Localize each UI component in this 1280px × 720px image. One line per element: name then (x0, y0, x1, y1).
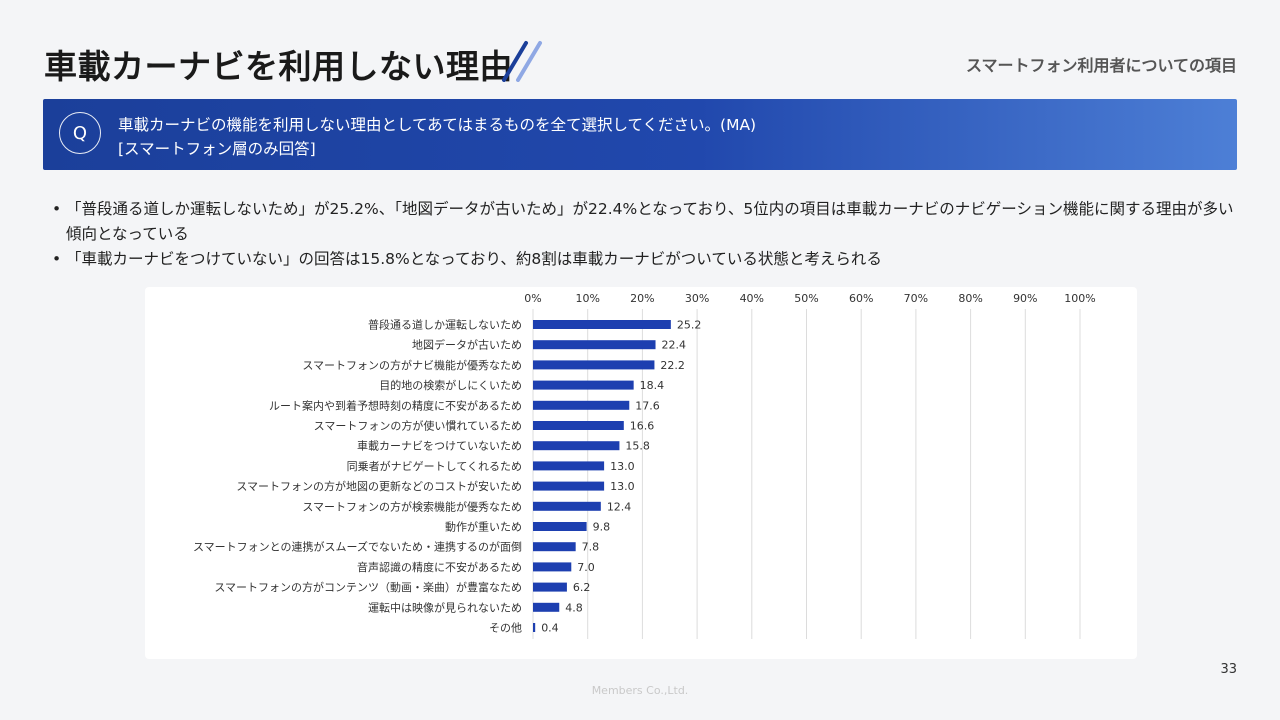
category-label: スマートフォンの方がナビ機能が優秀なため (302, 358, 522, 372)
bar (533, 501, 601, 511)
bar (533, 562, 572, 572)
bar (533, 400, 630, 410)
bar (533, 421, 624, 430)
category-label: スマートフォンの方がコンテンツ（動画・楽曲）が豊富なため (214, 580, 522, 594)
category-label: 普段通る道しか運転しないため (368, 318, 522, 332)
question-text: 車載カーナビの機能を利用しない理由としてあてはまるものを全て選択してください。(… (118, 113, 756, 161)
value-label: 4.8 (565, 601, 583, 614)
value-label: 25.2 (677, 319, 702, 332)
tick-label: 70% (904, 292, 928, 305)
bar (533, 461, 605, 471)
tick-label: 100% (1064, 292, 1095, 305)
value-label: 22.4 (662, 339, 687, 352)
category-label: 地図データが古いため (412, 338, 522, 352)
category-label: ルート案内や到着予想時刻の精度に不安があるため (269, 398, 522, 412)
bar-chart: 0% 10% 20% 30% 40% 50% 60% 70% 80% 90% 100% 普段通る道しか… (193, 292, 1096, 639)
bar (533, 542, 576, 552)
bar (533, 522, 587, 531)
bar (533, 481, 605, 491)
bar (533, 320, 671, 329)
category-label: 車載カーナビをつけていないため (357, 439, 522, 453)
tick-label: 80% (958, 292, 982, 305)
value-label: 18.4 (640, 379, 665, 392)
tick-label: 60% (849, 292, 873, 305)
bar (533, 623, 536, 632)
page-title: 車載カーナビを利用しない理由 (44, 47, 513, 86)
tick-label: 30% (685, 292, 709, 305)
title-accent-slashes-icon (502, 41, 542, 82)
category-label: 同乗者がナビゲートしてくれるため (347, 459, 522, 473)
category-label: スマートフォンの方が使い慣れているため (314, 419, 522, 433)
value-label: 17.6 (635, 399, 660, 412)
tick-label: 20% (630, 292, 654, 305)
category-label: スマートフォンの方が地図の更新などのコストが安いため (236, 479, 522, 493)
value-label: 7.8 (582, 541, 600, 554)
tick-label: 0% (524, 292, 541, 305)
chart-panel: 0% 10% 20% 30% 40% 50% 60% 70% 80% 90% 100% 普段通る道しか… (145, 287, 1137, 659)
question-banner: Q 車載カーナビの機能を利用しない理由としてあてはまるものを全て選択してください… (43, 99, 1237, 170)
value-label: 22.2 (660, 359, 685, 372)
category-label: 音声認識の精度に不安があるため (357, 560, 522, 574)
value-label: 0.4 (541, 622, 559, 635)
bar (533, 360, 655, 370)
bar (533, 582, 567, 592)
category-label: 運転中は映像が見られないため (368, 600, 522, 614)
bar (533, 602, 560, 612)
value-label: 9.8 (593, 521, 611, 534)
category-label: 目的地の検索がしにくいため (379, 378, 522, 392)
question-badge: Q (59, 112, 101, 154)
category-label: スマートフォンの方が検索機能が優秀なため (302, 499, 522, 513)
category-label: スマートフォンとの連携がスムーズでないため・連携するのが面倒 (193, 540, 522, 554)
value-label: 12.4 (607, 500, 632, 513)
category-label: その他 (489, 622, 522, 635)
bar (533, 340, 656, 350)
bar (533, 441, 620, 451)
question-line-1: 車載カーナビの機能を利用しない理由としてあてはまるものを全て選択してください。(… (118, 116, 757, 134)
footer-company: Members Co.,Ltd. (591, 684, 689, 697)
section-label: スマートフォン利用者についての項目 (965, 56, 1237, 75)
value-label: 13.0 (610, 460, 635, 473)
bar (533, 380, 634, 390)
tick-label: 90% (1013, 292, 1037, 305)
page-number: 33 (1220, 662, 1237, 677)
summary-bullet-1: 「普段通る道しか運転しないため」が25.2%、「地図データが古いため」が22.4… (52, 197, 1237, 247)
summary-bullets: 「普段通る道しか運転しないため」が25.2%、「地図データが古いため」が22.4… (52, 197, 1237, 272)
question-line-2: [スマートフォン層のみ回答] (118, 140, 316, 158)
tick-label: 40% (740, 292, 764, 305)
value-label: 13.0 (610, 480, 635, 493)
summary-bullet-2: 「車載カーナビをつけていない」の回答は15.8%となっており、約8割は車載カーナ… (52, 247, 1237, 272)
category-label: 動作が重いため (445, 520, 522, 534)
tick-label: 10% (575, 292, 599, 305)
value-label: 16.6 (630, 420, 655, 433)
tick-label: 50% (794, 292, 818, 305)
value-label: 6.2 (573, 581, 591, 594)
value-label: 7.0 (577, 561, 595, 574)
value-label: 15.8 (625, 440, 650, 453)
